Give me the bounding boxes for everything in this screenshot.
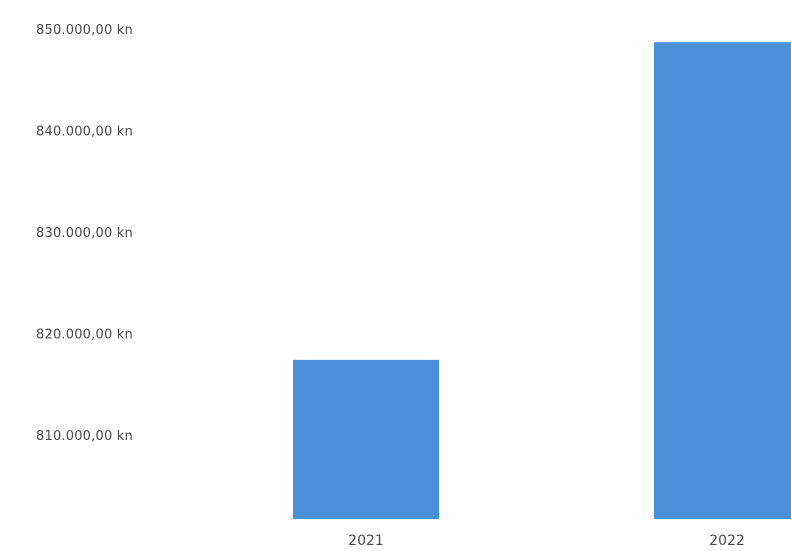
bar-2021[interactable]	[293, 359, 439, 519]
y-tick-label: 810.000,00 kn	[36, 429, 133, 444]
y-tick-label: 820.000,00 kn	[36, 328, 133, 343]
y-axis-tick-labels: 810.000,00 kn 820.000,00 kn 830.000,00 kn 8…	[36, 23, 133, 444]
y-tick-label: 850.000,00 kn	[36, 23, 133, 38]
y-tick-label: 840.000,00 kn	[36, 125, 133, 140]
bar-2022[interactable]	[654, 42, 791, 520]
x-tick-label: 2022	[709, 533, 745, 549]
bars	[293, 42, 791, 520]
x-tick-label: 2021	[348, 533, 384, 549]
y-tick-label: 830.000,00 kn	[36, 226, 133, 241]
x-axis-category-labels: 2021 2022	[348, 533, 745, 549]
